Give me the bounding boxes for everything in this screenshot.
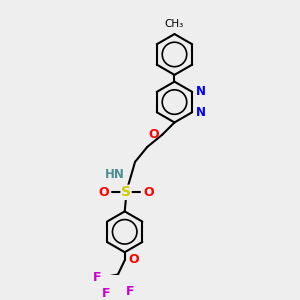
Text: O: O [143, 186, 154, 199]
Text: F: F [126, 285, 135, 298]
Text: S: S [121, 185, 131, 200]
Text: N: N [195, 85, 206, 98]
Text: F: F [102, 287, 110, 300]
Text: F: F [92, 271, 101, 284]
Text: O: O [98, 186, 109, 199]
Text: N: N [195, 106, 206, 119]
Text: CH₃: CH₃ [165, 19, 184, 29]
Text: O: O [148, 128, 159, 141]
Text: O: O [128, 253, 139, 266]
Text: HN: HN [105, 168, 125, 181]
